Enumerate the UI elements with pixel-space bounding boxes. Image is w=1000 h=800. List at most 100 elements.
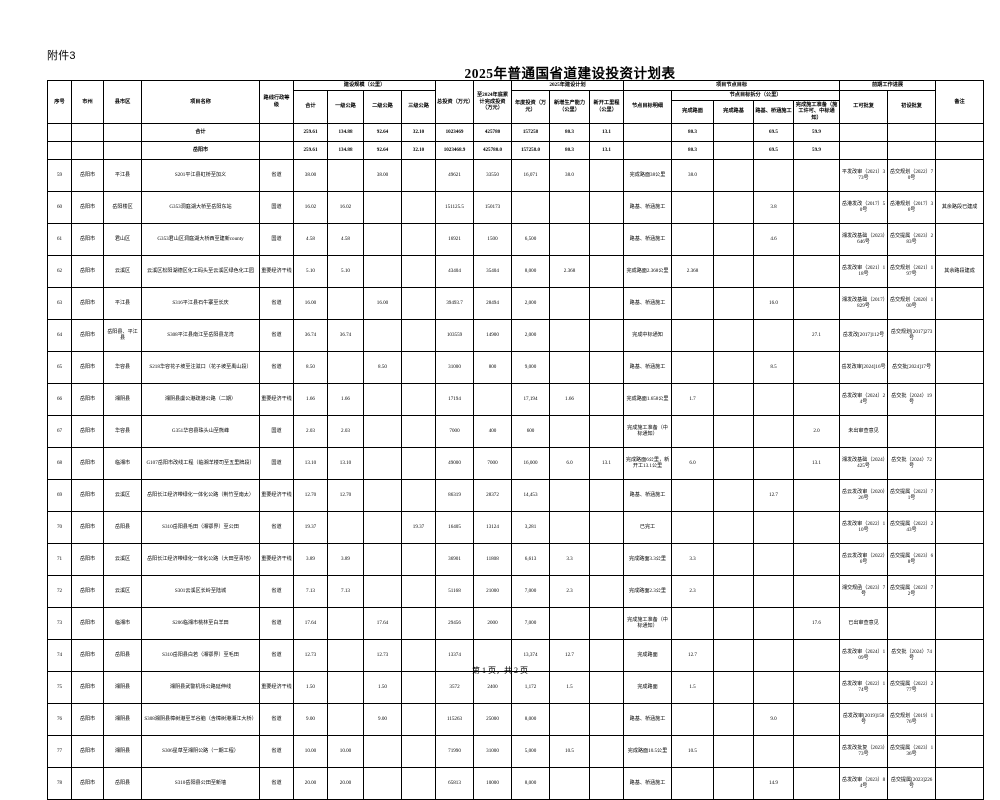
cell-cs: 岳交提属（2023）71号 bbox=[887, 478, 937, 512]
cell-roadbed-bridge: 69.5 bbox=[753, 122, 795, 142]
cell-city: 岳阳市 bbox=[71, 574, 104, 608]
cell-new-capacity bbox=[549, 414, 591, 448]
cell-finish-pavement: 1.7 bbox=[671, 382, 715, 416]
cell-total-invest: 115263 bbox=[435, 702, 475, 736]
cell-grade: 重要经济干线 bbox=[259, 542, 294, 576]
cell-grade3 bbox=[400, 542, 437, 576]
cell-node-detail: 路基、桥涵施工 bbox=[623, 702, 673, 736]
cell-city: 岳阳市 bbox=[71, 478, 104, 512]
cell-remark bbox=[935, 734, 985, 768]
cell-cs bbox=[887, 122, 937, 142]
th-scale-total: 合计 bbox=[293, 89, 328, 124]
cell-new-capacity: 1.66 bbox=[549, 382, 591, 416]
cell-name: S206临湘市桃林至白羊田 bbox=[141, 606, 260, 640]
cell-finish-prep bbox=[793, 382, 841, 416]
page-title: 2025年普通国省道建设投资计划表 bbox=[0, 62, 1000, 82]
cell-city: 岳阳市 bbox=[71, 350, 104, 384]
cell-node-detail: 已完工 bbox=[623, 510, 673, 544]
table-row: 63 岳阳市 平江县 S316平江县石牛寨至长庆 省道 16.00 16.00 39493.7… bbox=[47, 286, 985, 320]
cell-accum-invest: 7000 bbox=[473, 446, 513, 480]
cell-county: 岳阳县、平江县 bbox=[103, 318, 142, 352]
cell-accum-invest: 425780 bbox=[473, 122, 513, 142]
cell-finish-prep bbox=[793, 542, 841, 576]
cell-roadbed-bridge bbox=[753, 606, 795, 640]
cell-grade1: 5.10 bbox=[327, 254, 364, 288]
cell-cs: 岳交提属[2023]226号 bbox=[887, 766, 937, 800]
cell-year-invest: 8,000 bbox=[511, 254, 551, 288]
cell-new-start bbox=[589, 350, 625, 384]
cell-year-invest bbox=[511, 190, 551, 224]
cell-grade: 省道 bbox=[259, 318, 294, 352]
cell-total-invest: 1023468.9 bbox=[435, 140, 475, 160]
cell-seq: 72 bbox=[47, 574, 72, 608]
cell-scale-total: 16.02 bbox=[293, 190, 328, 224]
cell-county: 湘阴县 bbox=[103, 382, 142, 416]
th-new-capacity: 新增生产能力（公里） bbox=[549, 89, 591, 124]
cell-county: 平江县 bbox=[103, 158, 142, 192]
cell-accum-invest: 425780.0 bbox=[473, 140, 513, 160]
cell-grade3 bbox=[400, 190, 437, 224]
th-grade1: 一级公路 bbox=[327, 89, 364, 124]
cell-roadbed-bridge bbox=[753, 158, 795, 192]
cell-year-invest: 1,172 bbox=[511, 670, 551, 704]
cell-total-invest: 17194 bbox=[435, 382, 475, 416]
th-remark: 备注 bbox=[935, 80, 985, 124]
cell-name: 合计 bbox=[141, 122, 260, 142]
cell-accum-invest: 35404 bbox=[473, 254, 513, 288]
cell-seq: 77 bbox=[47, 734, 72, 768]
cell-remark bbox=[935, 702, 985, 736]
cell-gk: 岳发改审（2022）110号 bbox=[839, 510, 889, 544]
cell-county: 华容县 bbox=[103, 350, 142, 384]
cell-cs: 岳交批（2024）72号 bbox=[887, 446, 937, 480]
cell-city: 岳阳市 bbox=[71, 734, 104, 768]
cell-roadbed-bridge: 14.9 bbox=[753, 766, 795, 800]
cell-accum-invest: 31000 bbox=[473, 734, 513, 768]
cell-new-start bbox=[589, 542, 625, 576]
cell-name: G353洞庭湖大桥至岳阳东站 bbox=[141, 190, 260, 224]
th-scale-group: 建设规模（公里） bbox=[292, 80, 437, 91]
cell-seq: 69 bbox=[47, 478, 72, 512]
cell-finish-roadbed bbox=[713, 766, 755, 800]
cell-seq: 59 bbox=[47, 158, 72, 192]
cell-new-start bbox=[589, 222, 625, 256]
cell-gk: 岳发改审[2019]150号 bbox=[839, 702, 889, 736]
cell-new-start bbox=[589, 254, 625, 288]
cell-total-invest: 3572 bbox=[435, 670, 475, 704]
cell-name: S310岳阳县毛田（湘鄂界）至公田 bbox=[141, 510, 260, 544]
cell-new-start bbox=[589, 734, 625, 768]
cell-cs: 岳交提属（2022）243号 bbox=[887, 510, 937, 544]
cell-grade1: 13.10 bbox=[327, 446, 364, 480]
cell-grade1: 12.70 bbox=[327, 478, 364, 512]
cell-grade2 bbox=[363, 254, 402, 288]
cell-node-detail: 完成路面38公里 bbox=[623, 158, 673, 192]
cell-year-invest: 13,374 bbox=[511, 638, 551, 672]
cell-total-invest: 49000 bbox=[435, 446, 475, 480]
cell-total-invest: 49621 bbox=[435, 158, 475, 192]
cell-scale-total: 19.37 bbox=[293, 510, 328, 544]
cell-finish-roadbed bbox=[713, 350, 755, 384]
cell-year-invest: 8,000 bbox=[511, 702, 551, 736]
table-row: 64 岳阳市 岳阳县、平江县 S308平江县南江至岳阳县龙湾 省道 36.74 36.74 1… bbox=[47, 318, 985, 352]
cell-year-invest: 3,281 bbox=[511, 510, 551, 544]
cell-total-invest: 16405 bbox=[435, 510, 475, 544]
cell-grade: 重要经济干线 bbox=[259, 254, 294, 288]
cell-finish-roadbed bbox=[713, 140, 755, 160]
cell-remark bbox=[935, 478, 985, 512]
th-city: 市州 bbox=[71, 80, 104, 124]
cell-seq: 68 bbox=[47, 446, 72, 480]
cell-county: 湘阴县 bbox=[103, 670, 142, 704]
cell-new-capacity: 6.0 bbox=[549, 446, 591, 480]
th-cs-approval: 初设批复 bbox=[887, 89, 937, 124]
cell-gk: 岳发改[2017]112号 bbox=[839, 318, 889, 352]
cell-gk: 岳云发改审（2022）6号 bbox=[839, 542, 889, 576]
cell-remark bbox=[935, 446, 985, 480]
cell-grade1 bbox=[327, 606, 364, 640]
cell-new-capacity: 2.3 bbox=[549, 574, 591, 608]
cell-new-capacity bbox=[549, 606, 591, 640]
table-row: 69 岳阳市 云溪区 岳阳长江经济带绿化一体化公路（荆竹至南太） 重要经济干线 12.70… bbox=[47, 478, 985, 512]
cell-node-detail: 完成施工准备（中标通知） bbox=[623, 414, 673, 448]
cell-grade1: 134.88 bbox=[327, 140, 364, 160]
cell-cs: 岳交规划（2021）197号 bbox=[887, 254, 937, 288]
cell-new-start bbox=[589, 574, 625, 608]
cell-grade2: 38.00 bbox=[363, 158, 402, 192]
